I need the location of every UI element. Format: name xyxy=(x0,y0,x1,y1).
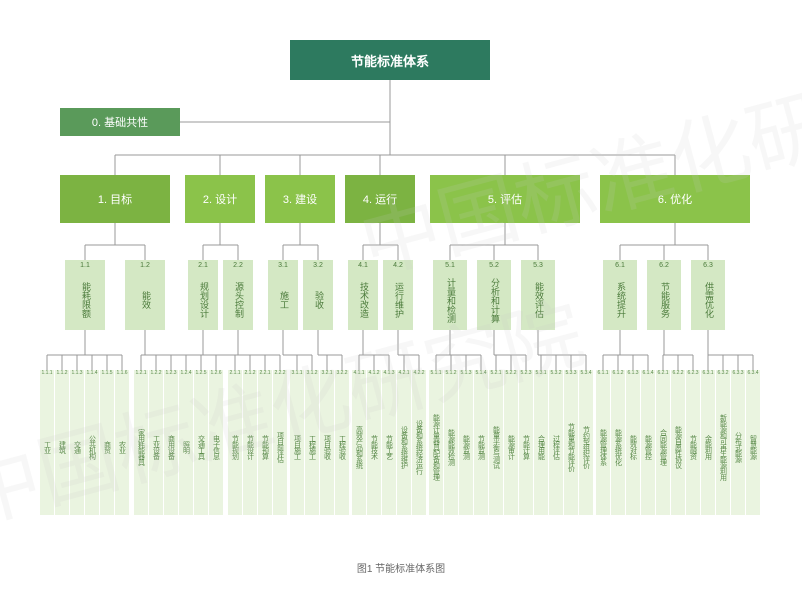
level3-node: 3.1.1项目施工 xyxy=(290,370,304,515)
level2-node: 4.2运行维护 xyxy=(383,260,413,330)
level3-node: 2.2.2项目前评估 xyxy=(273,370,287,515)
level3-node: 2.1.2节能设计 xyxy=(243,370,257,515)
level3-node: 1.1.1工业 xyxy=(40,370,54,515)
level3-node: 3.1.2工程施工 xyxy=(305,370,319,515)
level1-node: 6. 优化 xyxy=(600,175,750,223)
level3-node: 6.1.3能效对标 xyxy=(626,370,640,515)
level3-node: 1.1.4公共机构 xyxy=(85,370,99,515)
root-node: 节能标准体系 xyxy=(290,40,490,80)
level3-node: 6.3.2新能源和可再生能源利用 xyxy=(716,370,730,515)
level3-node: 3.2.2工程验收 xyxy=(335,370,349,515)
level2-node: 5.2分析和计算 xyxy=(477,260,511,330)
level2-node: 6.2节能服务 xyxy=(647,260,681,330)
level3-node: 2.2.1节能预算 xyxy=(258,370,272,515)
level3-node: 5.1.3能源监测 xyxy=(459,370,473,515)
level3-node: 5.3.4节约型组织评价 xyxy=(579,370,593,515)
level3-node: 1.2.1家用耗能器具 xyxy=(134,370,148,515)
level3-node: 6.1.2能源系统优化 xyxy=(611,370,625,515)
level3-node: 6.3.3分布式能源 xyxy=(731,370,745,515)
level2-node: 4.1技术改造 xyxy=(348,260,378,330)
level3-node: 4.2.1设备和系统维护 xyxy=(397,370,411,515)
level2-node: 5.3能效评估 xyxy=(521,260,555,330)
level3-node: 6.2.3节能融资 xyxy=(686,370,700,515)
level2-node: 1.1能耗限额 xyxy=(65,260,105,330)
level3-node: 1.1.2建筑 xyxy=(55,370,69,515)
level1-node: 2. 设计 xyxy=(185,175,255,223)
level3-node: 6.2.1合同能源管理 xyxy=(656,370,670,515)
level3-node: 6.3.1余能利用 xyxy=(701,370,715,515)
level1-node: 5. 评估 xyxy=(430,175,580,223)
level3-node: 2.1.1节能规划 xyxy=(228,370,242,515)
level1-node: 1. 目标 xyxy=(60,175,170,223)
level2-node: 5.1计量和检测 xyxy=(433,260,467,330)
level3-node: 1.1.5商贸 xyxy=(100,370,114,515)
level3-node: 5.3.3节能量和节能评价 xyxy=(564,370,578,515)
level3-node: 4.1.1高效产品和系统 xyxy=(352,370,366,515)
level3-node: 6.2.2能源自愿性协议 xyxy=(671,370,685,515)
base-node: 0. 基础共性 xyxy=(60,108,180,136)
level3-node: 6.1.1能源管理体系 xyxy=(596,370,610,515)
level3-node: 4.2.2设备和系统经济运行 xyxy=(412,370,426,515)
base-label: 0. 基础共性 xyxy=(92,114,148,130)
level3-node: 1.2.4照明 xyxy=(179,370,193,515)
level3-node: 1.2.6电子信息 xyxy=(209,370,223,515)
level3-node: 1.2.3商用设备 xyxy=(164,370,178,515)
level3-node: 5.1.1能源计量器具配备和管理 xyxy=(429,370,443,515)
root-label: 节能标准体系 xyxy=(351,51,429,70)
level3-node: 5.1.4节能监测 xyxy=(474,370,488,515)
level2-node: 1.2能效 xyxy=(125,260,165,330)
level2-node: 2.2源头控制 xyxy=(223,260,253,330)
level3-node: 1.1.3交通 xyxy=(70,370,84,515)
level3-node: 1.2.2工业设备 xyxy=(149,370,163,515)
level1-node: 3. 建设 xyxy=(265,175,335,223)
level3-node: 5.2.1能量平衡与测试 xyxy=(489,370,503,515)
level1-node: 4. 运行 xyxy=(345,175,415,223)
level2-node: 3.1施工 xyxy=(268,260,298,330)
level3-node: 5.2.2能源审计 xyxy=(504,370,518,515)
level3-node: 1.1.6农业 xyxy=(115,370,129,515)
level2-node: 2.1规划设计 xyxy=(188,260,218,330)
level3-node: 5.1.2能源能效检测 xyxy=(444,370,458,515)
level3-node: 5.3.2过程评估 xyxy=(549,370,563,515)
level3-node: 5.3.1合理用能 xyxy=(534,370,548,515)
level3-node: 3.2.1项目验收 xyxy=(320,370,334,515)
level3-node: 1.2.5交通工具 xyxy=(194,370,208,515)
level3-node: 4.1.2节能技术 xyxy=(367,370,381,515)
level3-node: 5.2.3节能计算 xyxy=(519,370,533,515)
level2-node: 6.3供需优化 xyxy=(691,260,725,330)
figure-caption: 图1 节能标准体系图 xyxy=(0,560,802,575)
level3-node: 6.3.4智慧能源 xyxy=(746,370,760,515)
level2-node: 6.1系统提升 xyxy=(603,260,637,330)
level2-node: 3.2验收 xyxy=(303,260,333,330)
level3-node: 6.1.4能源管控 xyxy=(641,370,655,515)
level3-node: 4.1.3节能工艺 xyxy=(382,370,396,515)
